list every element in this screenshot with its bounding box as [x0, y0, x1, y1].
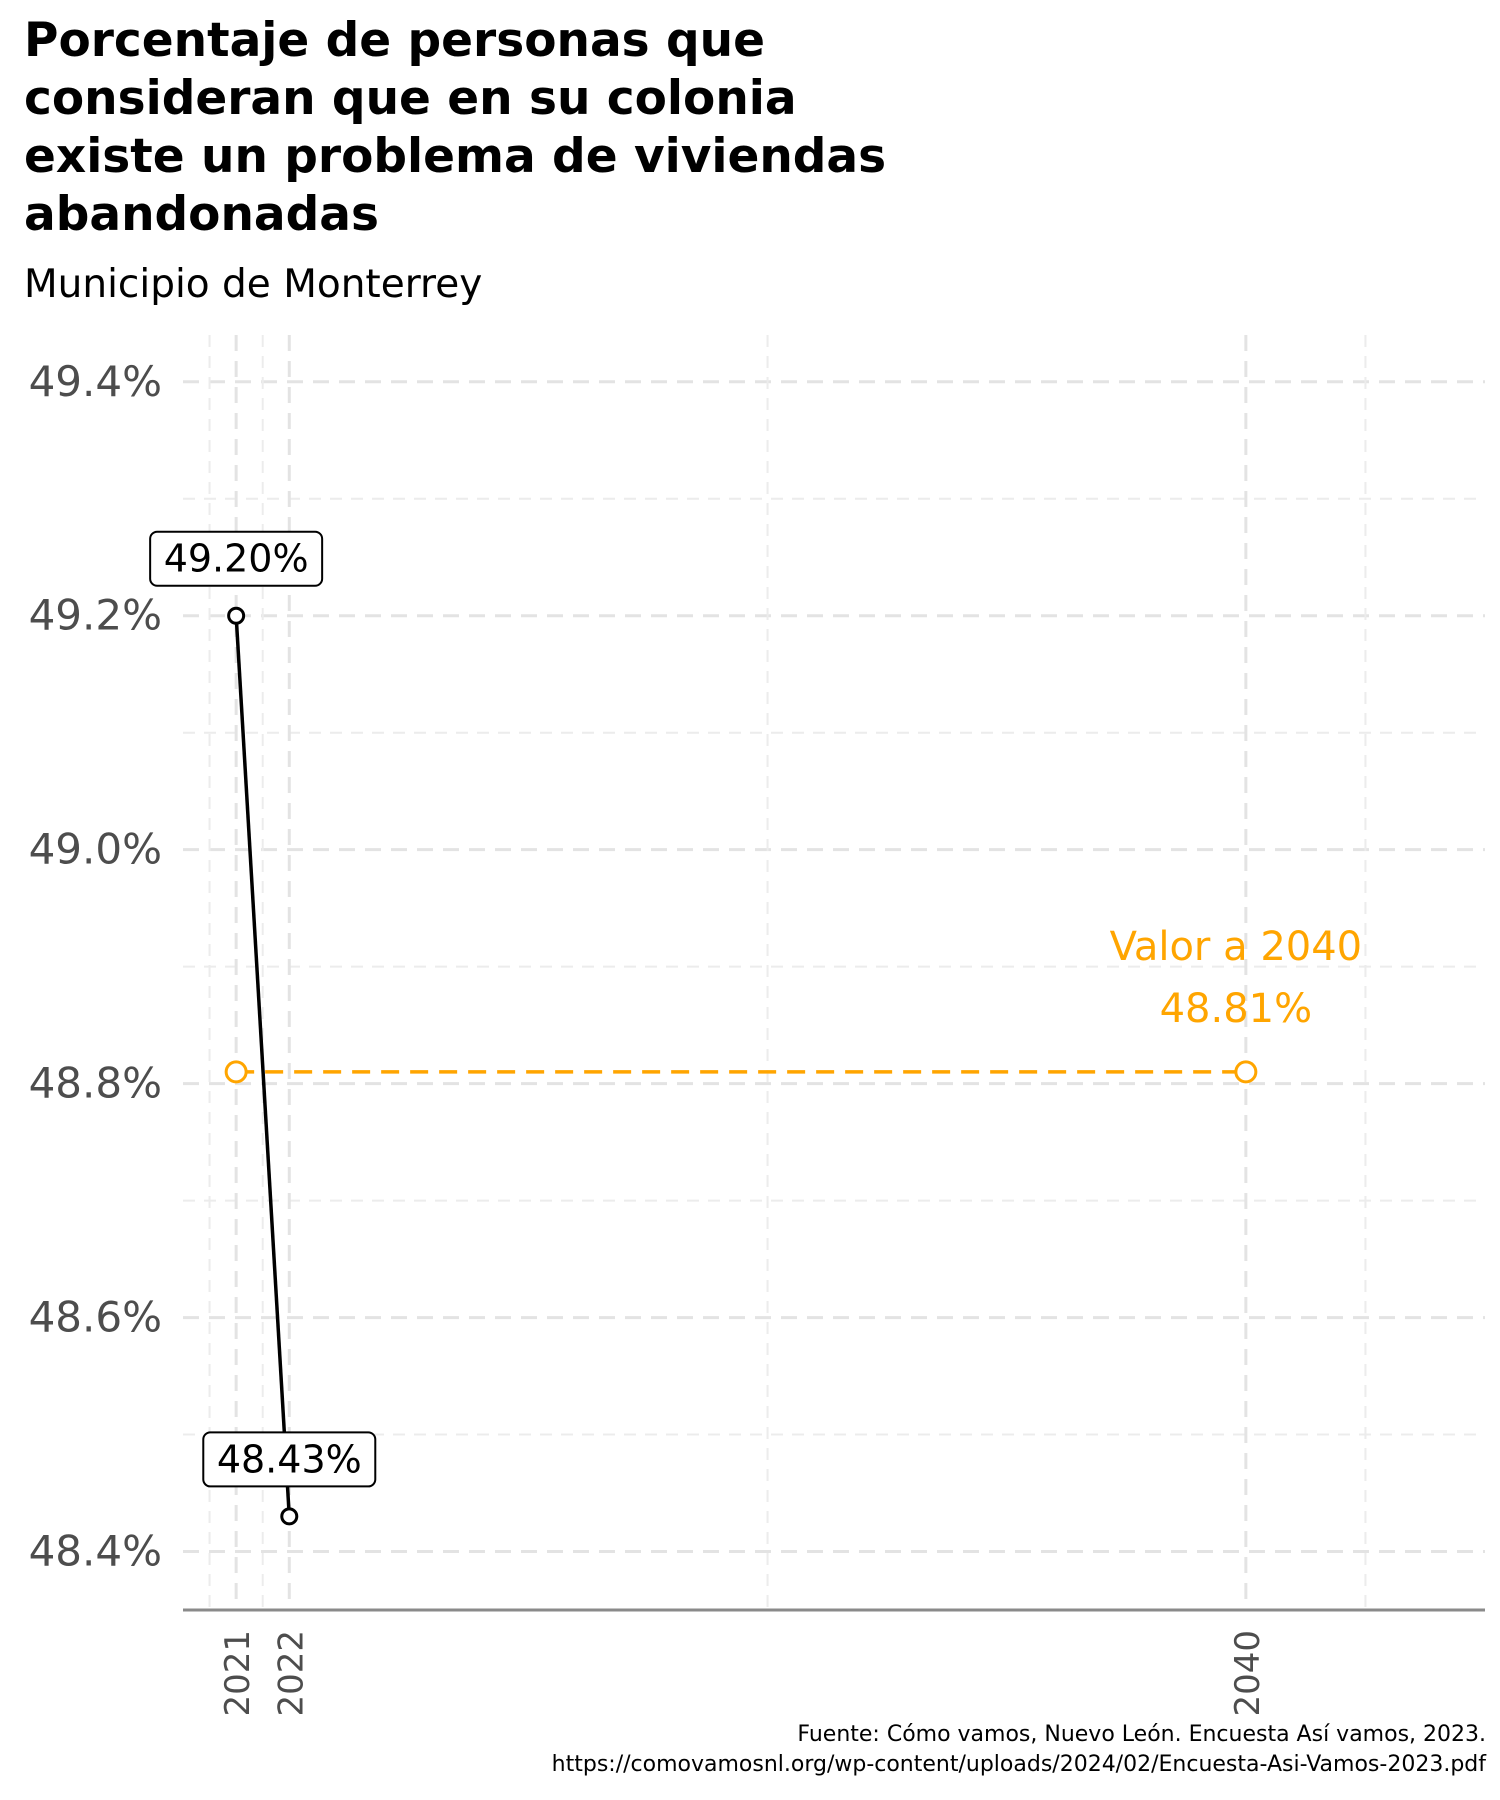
caption-source: Fuente: Cómo vamos, Nuevo León. Encuesta… [797, 1722, 1486, 1747]
x-tick-label: 2022 [271, 1630, 311, 1717]
data-label: 49.20% [149, 530, 324, 587]
series-line [234, 615, 292, 1517]
target-annotation: 48.81% [1160, 986, 1313, 1032]
data-label-text: 49.20% [164, 537, 309, 581]
x-tick-label: 2021 [218, 1630, 258, 1717]
data-point [227, 606, 246, 625]
data-label-text: 48.43% [217, 1437, 362, 1481]
data-label-box [202, 1431, 377, 1488]
y-tick-label: 48.6% [29, 1293, 162, 1342]
caption-url: https://comovamosnl.org/wp-content/uploa… [551, 1752, 1486, 1777]
y-tick-label: 49.4% [29, 357, 162, 406]
y-tick-label: 48.4% [29, 1527, 162, 1576]
y-tick-label: 49.2% [29, 591, 162, 640]
data-label: 48.43% [202, 1431, 377, 1488]
target-annotation: Valor a 2040 [1110, 924, 1363, 970]
chart-caption: Fuente: Cómo vamos, Nuevo León. Encuesta… [552, 1720, 1486, 1780]
data-point [280, 1507, 299, 1526]
chart-title: Porcentaje de personas que consideran qu… [24, 13, 887, 242]
chart-subtitle: Municipio de Monterrey [24, 262, 483, 307]
target-point [1234, 1060, 1258, 1084]
y-tick-label: 48.8% [29, 1059, 162, 1108]
target-point [224, 1060, 248, 1084]
grid [183, 335, 1485, 1610]
y-tick-label: 49.0% [29, 825, 162, 874]
x-tick-label: 2040 [1228, 1630, 1268, 1717]
data-label-box [149, 530, 324, 587]
